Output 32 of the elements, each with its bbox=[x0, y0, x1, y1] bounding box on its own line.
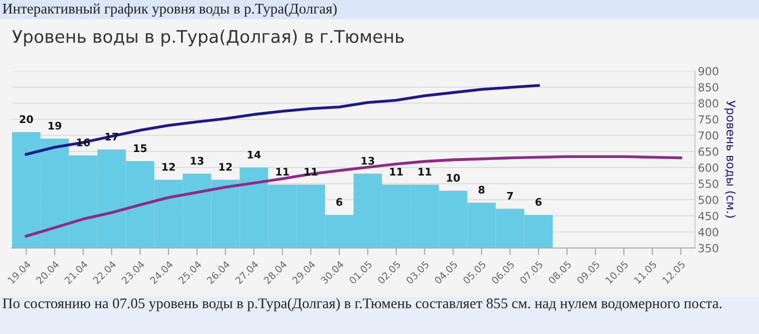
y-tick-label: 800 bbox=[698, 99, 718, 108]
annotation: 12 bbox=[219, 162, 232, 171]
annotation: 11 bbox=[390, 168, 403, 176]
annotation: 8 bbox=[478, 186, 485, 194]
y-tick-label: 550 bbox=[698, 180, 718, 188]
annotation: 12 bbox=[162, 162, 175, 171]
annotation: 6 bbox=[336, 198, 342, 206]
annotation: 19 bbox=[48, 122, 62, 130]
y-tick-label: 750 bbox=[698, 115, 718, 124]
chart-title: Интерактивный график уровня воды в р.Тура(Долгая) bbox=[2, 3, 337, 17]
annotation: 7 bbox=[507, 192, 513, 200]
y-tick-label: 500 bbox=[698, 196, 718, 204]
annotation: 13 bbox=[190, 156, 204, 165]
y-axis-title: Уровень воды (см.) bbox=[724, 100, 736, 218]
annotation: 10 bbox=[447, 174, 460, 182]
y-tick-label: 900 bbox=[698, 66, 718, 76]
annotation: 14 bbox=[248, 150, 261, 158]
y-tick-label: 700 bbox=[698, 131, 718, 140]
annotation: 11 bbox=[276, 168, 289, 176]
annotation: 6 bbox=[536, 198, 542, 206]
text: По состоянию на 07.05 уровень воды в р.Тура(Долгая) в г.Тюмень составляет 855 см. над нулем водомерного поста. bbox=[2, 298, 722, 312]
y-tick-label: 600 bbox=[698, 164, 718, 172]
y-tick-label: 850 bbox=[698, 83, 718, 92]
annotation: 11 bbox=[418, 168, 432, 176]
y-tick-label: 450 bbox=[698, 212, 718, 220]
annotation: 15 bbox=[134, 144, 147, 152]
y-tick-label: 400 bbox=[698, 228, 718, 236]
y-tick-label: 650 bbox=[698, 147, 718, 156]
y-tick-label: 350 bbox=[698, 244, 718, 252]
annotation: 20 bbox=[20, 115, 33, 124]
chart-subtitle: Уровень воды в р.Тура(Долгая) в г.Тюмень bbox=[12, 30, 404, 46]
annotation: 13 bbox=[362, 156, 374, 165]
